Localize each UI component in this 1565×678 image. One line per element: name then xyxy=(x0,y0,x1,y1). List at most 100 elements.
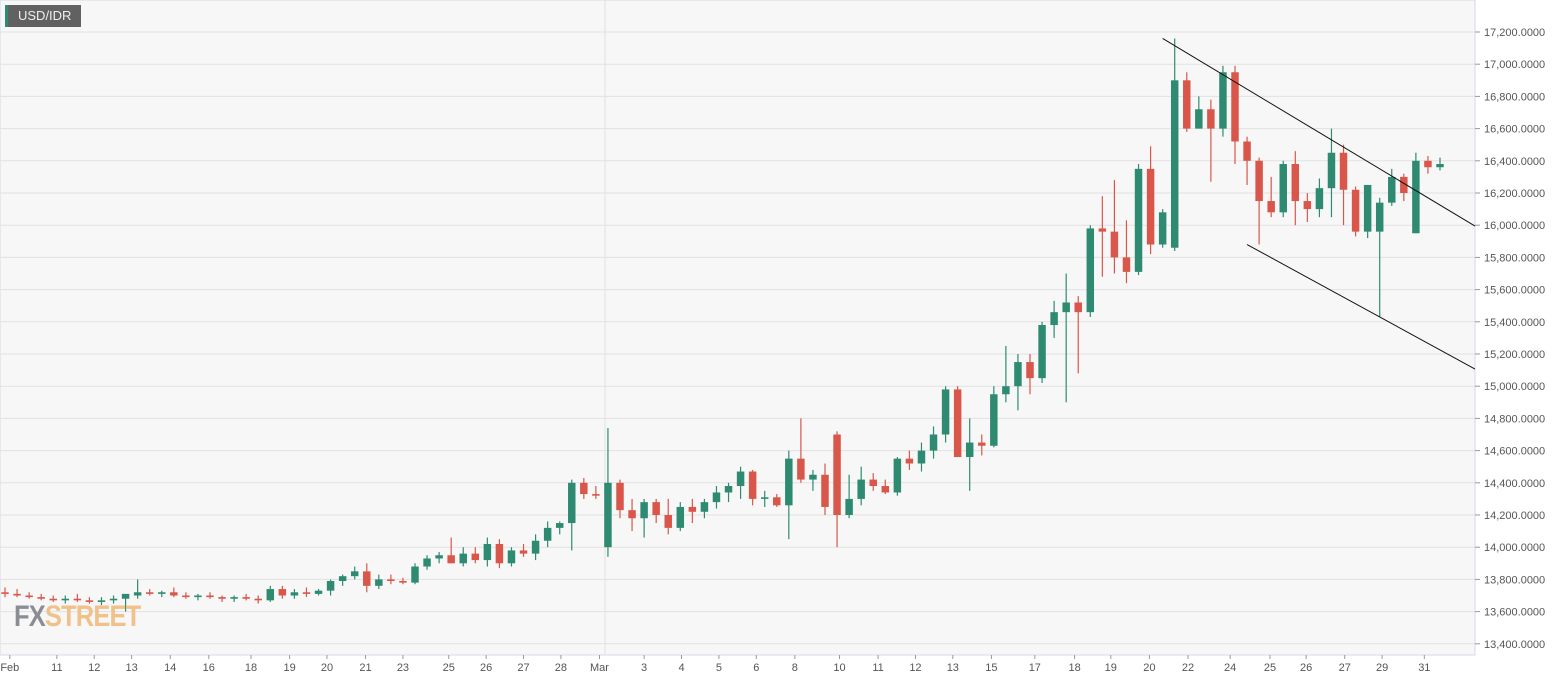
candle-up xyxy=(1170,80,1179,248)
candle-up xyxy=(676,506,685,528)
candle-up xyxy=(760,497,769,499)
candle-down xyxy=(1207,109,1215,129)
candle-down xyxy=(13,593,21,596)
y-tick-label: 16,000.0000 xyxy=(1484,220,1545,232)
candle-up xyxy=(917,450,926,464)
x-tick-label: 19 xyxy=(1105,662,1117,674)
candle-up xyxy=(857,479,865,499)
candle-up xyxy=(568,482,576,524)
x-tick-label: 31 xyxy=(1418,662,1430,674)
candle-down xyxy=(978,442,986,446)
candle-up xyxy=(375,579,383,586)
candle-up xyxy=(1412,160,1420,234)
candle-down xyxy=(278,589,287,596)
candle-up xyxy=(483,543,492,561)
candle-up xyxy=(990,394,998,446)
x-tick-label: 21 xyxy=(359,662,371,674)
candle-up xyxy=(809,474,817,480)
candle-down xyxy=(1339,152,1348,190)
candle-down xyxy=(580,482,588,495)
candle-up xyxy=(736,471,745,487)
candle-down xyxy=(495,543,504,564)
candle-up xyxy=(893,458,902,493)
candle-up xyxy=(1363,184,1372,232)
candle-down xyxy=(363,571,371,586)
candle-up xyxy=(194,595,202,598)
candle-up xyxy=(1002,386,1010,395)
y-tick-label: 16,200.0000 xyxy=(1484,188,1545,200)
x-tick-label: 26 xyxy=(1300,662,1312,674)
candle-up xyxy=(158,592,166,594)
candle-down xyxy=(1243,141,1251,161)
y-tick-label: 16,400.0000 xyxy=(1484,156,1545,168)
candle-down xyxy=(1351,189,1360,232)
candle-down xyxy=(652,502,660,515)
x-tick-label: 25 xyxy=(1264,662,1276,674)
candle-down xyxy=(387,579,395,582)
candle-up xyxy=(1315,188,1324,210)
candle-up xyxy=(338,576,347,582)
x-tick-label: 28 xyxy=(555,662,567,674)
logo-part-street: STREET xyxy=(44,600,141,633)
candle-up xyxy=(290,592,299,596)
candle-up xyxy=(507,550,516,564)
candle-up xyxy=(459,553,467,564)
candle-up xyxy=(1086,228,1095,313)
x-tick-label: 20 xyxy=(321,662,333,674)
plot-area xyxy=(0,0,1476,656)
candle-down xyxy=(447,555,455,564)
x-tick-label: Feb xyxy=(0,662,19,674)
y-tick-label: 15,200.0000 xyxy=(1484,349,1545,361)
candle-down xyxy=(1255,160,1263,202)
candle-up xyxy=(61,598,70,601)
x-tick-label: 6 xyxy=(753,662,759,674)
candle-up xyxy=(314,590,323,594)
candle-down xyxy=(182,595,190,598)
candle-down xyxy=(664,515,672,528)
candle-down xyxy=(628,510,636,519)
candle-down xyxy=(833,434,841,515)
candle-up xyxy=(845,498,853,515)
candle-down xyxy=(399,581,407,583)
candle-up xyxy=(1195,109,1203,129)
candle-up xyxy=(1436,164,1444,168)
candle-up xyxy=(435,555,443,559)
y-tick-label: 14,800.0000 xyxy=(1484,413,1545,425)
x-tick-label: 13 xyxy=(125,662,137,674)
candle-up xyxy=(326,581,335,591)
y-tick-label: 14,000.0000 xyxy=(1484,542,1545,554)
candle-down xyxy=(254,598,262,601)
candle-down xyxy=(953,389,962,458)
candle-down xyxy=(242,597,250,599)
candle-up xyxy=(965,442,974,458)
logo-part-fx: FX xyxy=(14,600,46,633)
candle-up xyxy=(1375,202,1384,232)
candle-down xyxy=(85,600,94,602)
candle-up xyxy=(1062,302,1070,313)
x-tick-label: 5 xyxy=(716,662,722,674)
candle-up xyxy=(543,527,552,541)
x-tick-label: 12 xyxy=(909,662,921,674)
symbol-label: USD/IDR xyxy=(5,5,82,27)
y-tick-label: 15,000.0000 xyxy=(1484,381,1545,393)
candle-down xyxy=(688,506,697,512)
fxstreet-logo: FXSTREET xyxy=(14,600,141,634)
candle-up xyxy=(1014,362,1022,387)
candle-up xyxy=(555,523,564,528)
candle-down xyxy=(881,486,890,493)
candle-down xyxy=(170,592,178,596)
x-tick-label: 8 xyxy=(792,662,798,674)
candle-down xyxy=(1400,176,1408,193)
candle-down xyxy=(1122,257,1131,272)
x-tick-label: 11 xyxy=(51,662,62,674)
candle-down xyxy=(1074,302,1082,313)
candle-down xyxy=(1267,201,1275,213)
candle-up xyxy=(1158,212,1167,245)
candle-down xyxy=(1110,231,1119,258)
x-tick-label: 11 xyxy=(872,662,883,674)
x-tick-label: 16 xyxy=(203,662,215,674)
candle-up xyxy=(640,502,648,519)
candle-up xyxy=(411,566,419,583)
y-tick-label: 17,200.0000 xyxy=(1484,27,1545,39)
